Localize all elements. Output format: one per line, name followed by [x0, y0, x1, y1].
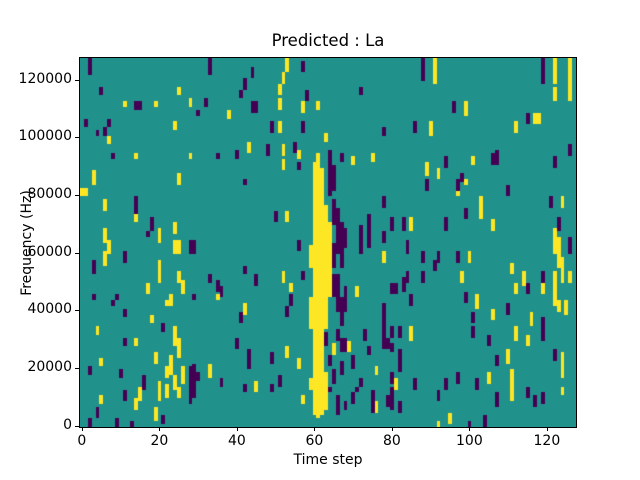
x-tick-mark — [159, 427, 161, 431]
y-tick-label: 80000 — [27, 185, 72, 202]
x-tick-label: 60 — [305, 433, 324, 449]
x-tick-label: 40 — [227, 433, 246, 449]
x-tick-label: 120 — [533, 433, 561, 449]
x-tick-mark — [546, 427, 548, 431]
y-tick-mark — [75, 194, 79, 196]
y-tick-label: 20000 — [27, 358, 72, 375]
y-tick-mark — [75, 252, 79, 254]
x-tick-mark — [314, 427, 316, 431]
x-tick-label: 20 — [150, 433, 169, 449]
x-tick-label: 100 — [456, 433, 483, 449]
y-tick-mark — [75, 425, 79, 427]
x-tick-label: 0 — [77, 433, 87, 449]
heatmap-canvas — [80, 58, 576, 427]
y-tick-label: 120000 — [18, 70, 72, 87]
y-tick-mark — [75, 137, 79, 139]
x-tick-mark — [81, 427, 83, 431]
x-tick-label: 80 — [382, 433, 401, 449]
y-tick-label: 100000 — [18, 128, 72, 145]
y-tick-mark — [75, 367, 79, 369]
y-tick-label: 60000 — [27, 243, 72, 260]
plot-area — [79, 57, 577, 428]
x-tick-mark — [391, 427, 393, 431]
y-tick-mark — [75, 310, 79, 312]
x-axis-label: Time step — [293, 452, 363, 468]
y-tick-label: 40000 — [27, 301, 72, 318]
y-tick-mark — [75, 79, 79, 81]
x-tick-mark — [469, 427, 471, 431]
chart-title: Predicted : La — [271, 31, 385, 50]
x-tick-mark — [236, 427, 238, 431]
y-tick-label: 0 — [63, 416, 72, 433]
